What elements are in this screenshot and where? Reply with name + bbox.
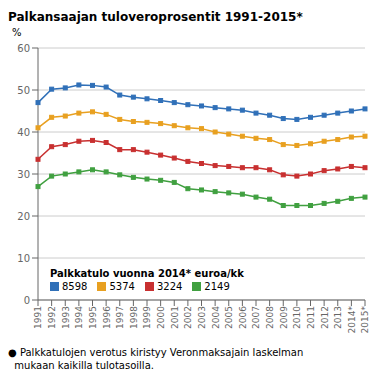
html-text:● Palkkatulojen verotus kirist: ● Palkkatulojen verotus kiristyy Veronma… [8, 347, 304, 371]
html-text:8598: 8598 [62, 281, 88, 292]
svg-text:2006: 2006 [238, 306, 248, 329]
html-text:Palkkatulo vuonna 2014* euroa/: Palkkatulo vuonna 2014* euroa/kk [50, 268, 244, 279]
svg-text:2012: 2012 [320, 306, 330, 329]
svg-text:2014*: 2014* [347, 306, 357, 334]
html-text:5374: 5374 [109, 281, 135, 292]
svg-text:2007: 2007 [251, 306, 261, 329]
svg-text:1999: 1999 [142, 306, 152, 329]
svg-text:60: 60 [17, 43, 30, 54]
svg-text:1995: 1995 [88, 306, 98, 329]
svg-text:10: 10 [17, 253, 30, 264]
svg-text:2005: 2005 [224, 306, 234, 329]
svg-text:2003: 2003 [197, 306, 207, 329]
svg-text:2008: 2008 [265, 306, 275, 329]
svg-text:2010: 2010 [292, 306, 302, 329]
svg-text:1991: 1991 [33, 306, 43, 329]
svg-text:2013: 2013 [333, 306, 343, 329]
svg-text:0: 0 [24, 295, 30, 306]
svg-text:30: 30 [17, 169, 30, 180]
svg-text:2011: 2011 [306, 306, 316, 329]
svg-text:2009: 2009 [279, 306, 289, 329]
svg-text:2000: 2000 [156, 306, 166, 329]
svg-text:2001: 2001 [170, 306, 180, 329]
svg-text:2015*: 2015* [360, 306, 370, 334]
svg-text:2002: 2002 [183, 306, 193, 329]
svg-text:1996: 1996 [102, 306, 112, 329]
svg-text:40: 40 [17, 127, 30, 138]
svg-text:1994: 1994 [74, 306, 84, 329]
svg-text:1997: 1997 [115, 306, 125, 329]
html-text:Palkansaajan tuloveroprosentit: Palkansaajan tuloveroprosentit 1991-2015… [8, 10, 303, 24]
svg-text:50: 50 [17, 85, 30, 96]
html-text:3224: 3224 [156, 281, 183, 292]
svg-text:1998: 1998 [129, 306, 139, 329]
svg-text:20: 20 [17, 211, 30, 222]
svg-text:1992: 1992 [47, 306, 57, 329]
svg-text:2004: 2004 [211, 306, 221, 329]
html-text:2149: 2149 [204, 281, 230, 292]
svg-text:1993: 1993 [61, 306, 71, 329]
